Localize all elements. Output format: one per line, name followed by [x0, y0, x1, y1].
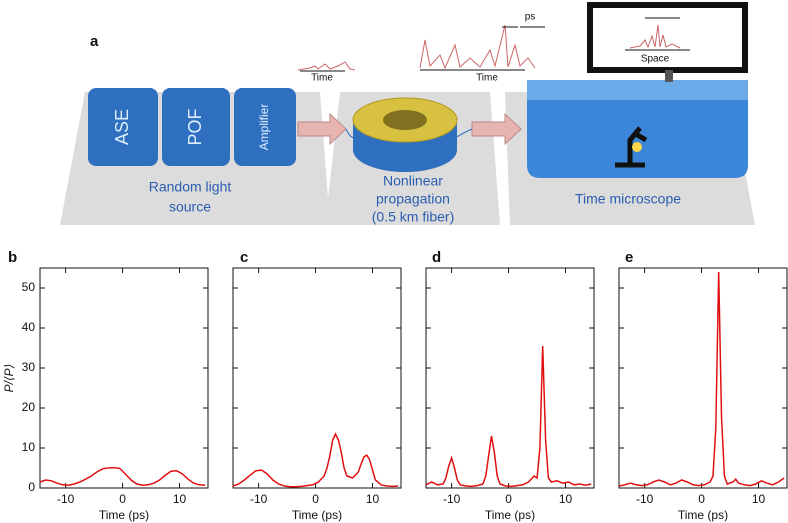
y-tick-label: 10: [22, 440, 36, 454]
trace-label: Time: [476, 73, 498, 84]
panel-label: e: [625, 249, 633, 266]
x-tick-label: -10: [250, 492, 268, 506]
y-tick-label: 30: [22, 360, 36, 374]
y-axis-label: P/⟨P⟩: [2, 364, 16, 393]
x-tick-label: -10: [57, 492, 75, 506]
trace: [629, 24, 681, 49]
y-tick-label: 20: [22, 400, 36, 414]
data-line: [232, 432, 399, 488]
x-tick-label: 0: [312, 492, 319, 506]
y-tick-label: 0: [28, 480, 35, 494]
box: [234, 88, 296, 166]
x-tick-label: 10: [173, 492, 187, 506]
plot-frame: [39, 267, 209, 489]
panel-label: a: [90, 33, 99, 50]
x-tick-label: -10: [443, 492, 461, 506]
trace: [419, 24, 536, 70]
trace-label: Space: [641, 54, 670, 65]
data-line: [425, 345, 592, 488]
microscope-box-top: [527, 80, 748, 100]
box-label: Amplifier: [257, 104, 271, 151]
microscope-icon: [632, 142, 642, 152]
spool: [383, 110, 427, 130]
trace-label: Time: [311, 73, 333, 84]
box: [88, 88, 158, 166]
trace-label: ps: [525, 12, 536, 23]
stage-label: Random light: [149, 179, 232, 195]
plot-frame: [425, 267, 595, 489]
x-tick-label: 0: [698, 492, 705, 506]
stage-label: Nonlinear: [383, 173, 443, 189]
panel-label: c: [240, 249, 248, 266]
plot-frame: [618, 267, 788, 489]
monitor-stand: [665, 70, 673, 82]
y-tick-label: 40: [22, 320, 36, 334]
x-tick-label: 0: [505, 492, 512, 506]
axis-arrow: [625, 17, 690, 51]
box-label: ASE: [112, 109, 132, 145]
x-tick-label: 10: [559, 492, 573, 506]
x-tick-label: 0: [119, 492, 126, 506]
microscope-icon: [615, 126, 648, 168]
plot-frame: [232, 267, 402, 489]
x-tick-label: 10: [366, 492, 380, 506]
arrow: [471, 112, 522, 146]
y-tick-label: 50: [22, 280, 36, 294]
stage-label: source: [169, 199, 211, 215]
x-axis-label: Time (ps): [292, 508, 342, 522]
arrow: [297, 112, 347, 146]
panel-label: b: [8, 249, 17, 266]
x-tick-label: -10: [636, 492, 654, 506]
trace: [297, 61, 356, 71]
x-axis-label: Time (ps): [485, 508, 535, 522]
box-label: POF: [185, 108, 205, 145]
stage-label: propagation: [376, 191, 450, 207]
diagram: a ASE POF Amplifier Time Time ps Space R…: [60, 2, 755, 225]
fiber: [345, 128, 473, 139]
x-axis-label: Time (ps): [99, 508, 149, 522]
panel-label: d: [432, 249, 441, 266]
data-line: [39, 466, 206, 486]
x-tick-label: 10: [752, 492, 766, 506]
box: [162, 88, 230, 166]
axis-arrow: [420, 26, 545, 71]
stage-label: (0.5 km fiber): [372, 209, 454, 225]
stage-label: Time microscope: [575, 191, 681, 207]
data-line: [618, 271, 785, 487]
x-axis-label: Time (ps): [678, 508, 728, 522]
